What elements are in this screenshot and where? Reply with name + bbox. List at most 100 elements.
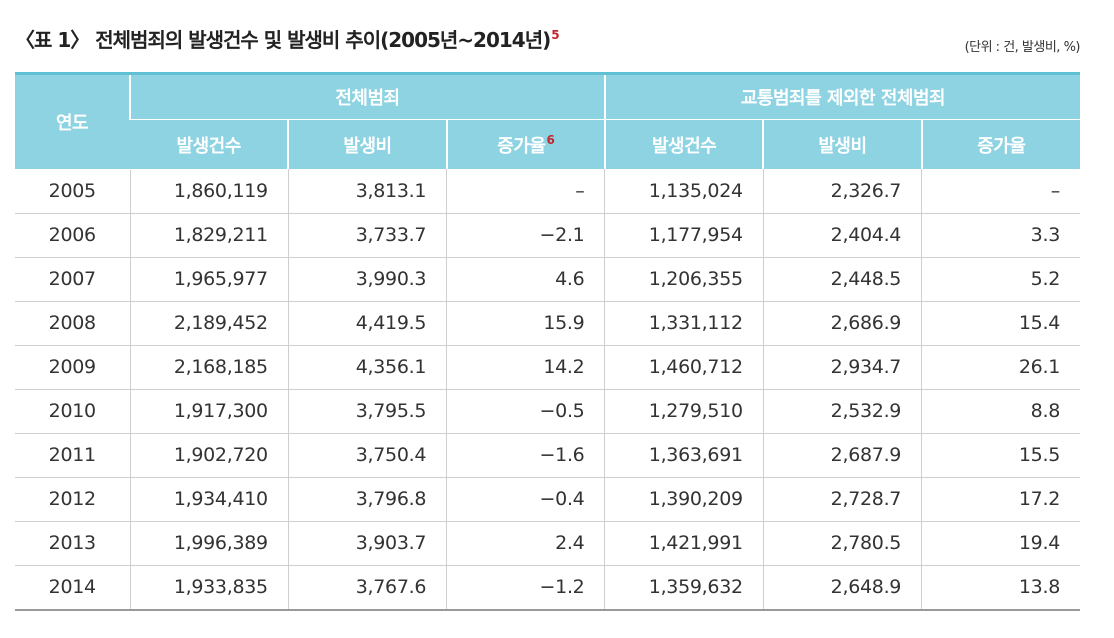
- value-cell: 2,532.9: [762, 389, 922, 434]
- value-cell: 1,902,720: [129, 433, 289, 478]
- header-group: 전체범죄: [129, 73, 605, 120]
- value-cell: 2,448.5: [762, 257, 922, 302]
- value-cell: 1,331,112: [604, 301, 764, 346]
- year-cell: 2008: [15, 301, 131, 346]
- value-cell: 3.3: [921, 213, 1080, 258]
- value-cell: 2,326.7: [762, 169, 922, 214]
- value-cell: 19.4: [921, 521, 1080, 566]
- value-cell: 3,903.7: [287, 521, 447, 566]
- value-cell: −1.2: [446, 565, 605, 611]
- header-text: 증가율: [497, 135, 546, 157]
- value-cell: 3,750.4: [287, 433, 447, 478]
- table-row: 2008 2,189,452 4,419.5 15.9 1,331,112 2,686.9…: [15, 301, 1080, 346]
- header-cell: 발생비: [762, 119, 922, 169]
- value-cell: 2,404.4: [762, 213, 922, 258]
- value-cell: 2,728.7: [762, 477, 922, 522]
- table-title: 〈표 1〉 전체범죄의 발생건수 및 발생비 추이(2005년~2014년)5: [15, 24, 560, 53]
- value-cell: −0.4: [446, 477, 605, 522]
- value-cell: 2.4: [446, 521, 605, 566]
- value-cell: 3,813.1: [287, 169, 447, 214]
- value-cell: 2,686.9: [762, 301, 922, 346]
- table-row: 2013 1,996,389 3,903.7 2.4 1,421,991 2,780.5 1…: [15, 521, 1080, 566]
- value-cell: 1,363,691: [604, 433, 764, 478]
- header-row: 발생건수 발생비 증가율6 발생건수 발생비 증가율: [15, 119, 1080, 169]
- header-cell: 발생건수: [603, 119, 764, 169]
- value-cell: 3,767.6: [287, 565, 447, 611]
- value-cell: 1,917,300: [129, 389, 289, 434]
- value-cell: 26.1: [921, 345, 1080, 390]
- header-cell: 증가율: [920, 119, 1080, 169]
- value-cell: 2,648.9: [762, 565, 922, 611]
- value-cell: 13.8: [921, 565, 1080, 611]
- year-cell: 2014: [15, 565, 131, 611]
- value-cell: –: [921, 169, 1080, 214]
- value-cell: 3,990.3: [287, 257, 447, 302]
- value-cell: 8.8: [921, 389, 1080, 434]
- value-cell: 4,419.5: [287, 301, 447, 346]
- header-group: 교통범죄를 제외한 전체범죄: [603, 73, 1080, 120]
- value-cell: −1.6: [446, 433, 605, 478]
- value-cell: 1,135,024: [604, 169, 764, 214]
- header-cell: 발생비: [287, 119, 447, 169]
- footnote-mark: 6: [546, 132, 555, 147]
- value-cell: 3,795.5: [287, 389, 447, 434]
- table-header: 연도 전체범죄 교통범죄를 제외한 전체범죄 발생건수 발생비 증가율6 발생건…: [15, 73, 1080, 170]
- value-cell: 2,934.7: [762, 345, 922, 390]
- value-cell: 1,206,355: [604, 257, 764, 302]
- value-cell: 1,460,712: [604, 345, 764, 390]
- unit-note: (단위 : 건, 발생비, %): [964, 40, 1081, 55]
- value-cell: 1,279,510: [604, 389, 764, 434]
- value-cell: 1,965,977: [129, 257, 289, 302]
- table-body: 2005 1,860,119 3,813.1–1,135,024 2,326.7–20…: [15, 169, 1080, 611]
- value-cell: 3,796.8: [287, 477, 447, 522]
- table-row: 2012 1,934,410 3,796.8 −0.4 1,390,209 2,728.7…: [15, 477, 1080, 522]
- value-cell: 4,356.1: [287, 345, 447, 390]
- value-cell: 15.5: [921, 433, 1080, 478]
- value-cell: 1,359,632: [604, 565, 764, 611]
- value-cell: −2.1: [446, 213, 605, 258]
- value-cell: 2,780.5: [762, 521, 922, 566]
- header-cell: 발생건수: [130, 119, 289, 169]
- table-row: 2009 2,168,185 4,356.1 14.2 1,460,712 2,934.7…: [15, 345, 1080, 390]
- table-row: 2007 1,965,977 3,990.3 4.6 1,206,355 2,448.5 5…: [15, 257, 1080, 302]
- footnote-mark: 5: [551, 28, 559, 42]
- year-cell: 2007: [15, 257, 131, 302]
- value-cell: –: [446, 169, 605, 214]
- year-cell: 2009: [15, 345, 131, 390]
- table-row: 2011 1,902,720 3,750.4 −1.6 1,363,691 2,687.9…: [15, 433, 1080, 478]
- value-cell: 1,177,954: [604, 213, 764, 258]
- value-cell: 4.6: [446, 257, 605, 302]
- value-cell: 1,860,119: [129, 169, 289, 214]
- value-cell: 2,168,185: [129, 345, 289, 390]
- value-cell: 1,829,211: [129, 213, 289, 258]
- value-cell: 1,390,209: [604, 477, 764, 522]
- year-cell: 2006: [15, 213, 131, 258]
- table-row: 2014 1,933,835 3,767.6 −1.2 1,359,632 2,648.9…: [15, 565, 1080, 611]
- header-cell: 증가율6: [445, 119, 605, 169]
- header-row: 연도 전체범죄 교통범죄를 제외한 전체범죄: [15, 73, 1080, 170]
- table-row: 2006 1,829,211 3,733.7 −2.1 1,177,954 2,404.4…: [15, 213, 1080, 258]
- value-cell: 1,933,835: [129, 565, 289, 611]
- value-cell: 1,421,991: [604, 521, 764, 566]
- year-cell: 2011: [15, 433, 131, 478]
- year-cell: 2012: [15, 477, 131, 522]
- value-cell: 1,996,389: [129, 521, 289, 566]
- data-table: 연도 전체범죄 교통범죄를 제외한 전체범죄 발생건수 발생비 증가율6 발생건…: [15, 72, 1080, 611]
- value-cell: 15.4: [921, 301, 1080, 346]
- header-cell: 연도: [15, 73, 131, 170]
- year-cell: 2013: [15, 521, 131, 566]
- value-cell: 15.9: [446, 301, 605, 346]
- year-cell: 2005: [15, 169, 131, 214]
- value-cell: 1,934,410: [129, 477, 289, 522]
- value-cell: 3,733.7: [287, 213, 447, 258]
- year-cell: 2010: [15, 389, 131, 434]
- value-cell: 14.2: [446, 345, 605, 390]
- table-row: 2010 1,917,300 3,795.5 −0.5 1,279,510 2,532.9…: [15, 389, 1080, 434]
- value-cell: 2,189,452: [129, 301, 289, 346]
- value-cell: 17.2: [921, 477, 1080, 522]
- title-text: 〈표 1〉 전체범죄의 발생건수 및 발생비 추이(2005년~2014년): [15, 28, 551, 52]
- value-cell: 2,687.9: [762, 433, 922, 478]
- value-cell: −0.5: [446, 389, 605, 434]
